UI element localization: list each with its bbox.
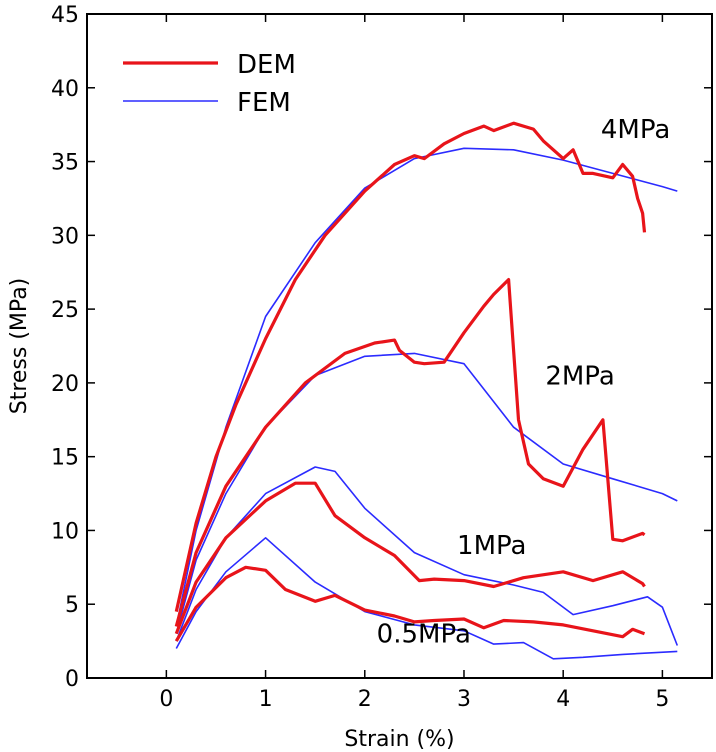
x-tick-label: 3 [457,687,471,712]
annotation-label: 4MPa [601,115,670,145]
series-fem-2mpa [175,352,678,634]
y-tick-label: 20 [51,372,79,397]
x-tick-label: 4 [556,687,570,712]
y-axis-title: Stress (MPa) [7,278,32,415]
y-tick-label: 30 [51,224,79,249]
annotations: 4MPa 2MPa 1MPa 0.5MPa [377,115,671,650]
legend-dem-label: DEM [237,50,296,80]
legend: DEM FEM [123,50,296,118]
annotation-label: 2MPa [545,361,614,391]
series-fem-1mpa [175,466,679,646]
legend-fem-label: FEM [237,88,291,118]
x-tick-label: 2 [358,687,372,712]
x-axis-title: Strain (%) [344,727,454,752]
x-tick-labels: 0 1 2 3 4 5 [159,687,669,712]
series-fem-0_5mpa [175,536,678,660]
y-tick-label: 45 [51,3,79,28]
y-tick-labels: 0 5 10 15 20 25 30 35 40 45 [51,3,79,692]
series-dem-2mpa [174,278,646,627]
plot-frame [86,13,713,679]
series-lines [174,121,679,660]
tick-marks [87,13,712,679]
y-tick-label: 25 [51,298,79,323]
series-dem-0_5mpa [174,565,646,642]
y-tick-label: 40 [51,77,79,102]
series-dem-1mpa [174,481,646,635]
x-tick-label: 5 [655,687,669,712]
x-tick-label: 0 [159,687,173,712]
y-tick-label: 0 [65,667,79,692]
y-tick-label: 5 [65,593,79,618]
y-tick-label: 15 [51,446,79,471]
annotation-label: 0.5MPa [377,620,471,650]
x-tick-label: 1 [259,687,273,712]
y-tick-label: 35 [51,151,79,176]
series-dem-4mpa [174,121,647,612]
annotation-label: 1MPa [457,531,526,561]
y-tick-label: 10 [51,519,79,544]
